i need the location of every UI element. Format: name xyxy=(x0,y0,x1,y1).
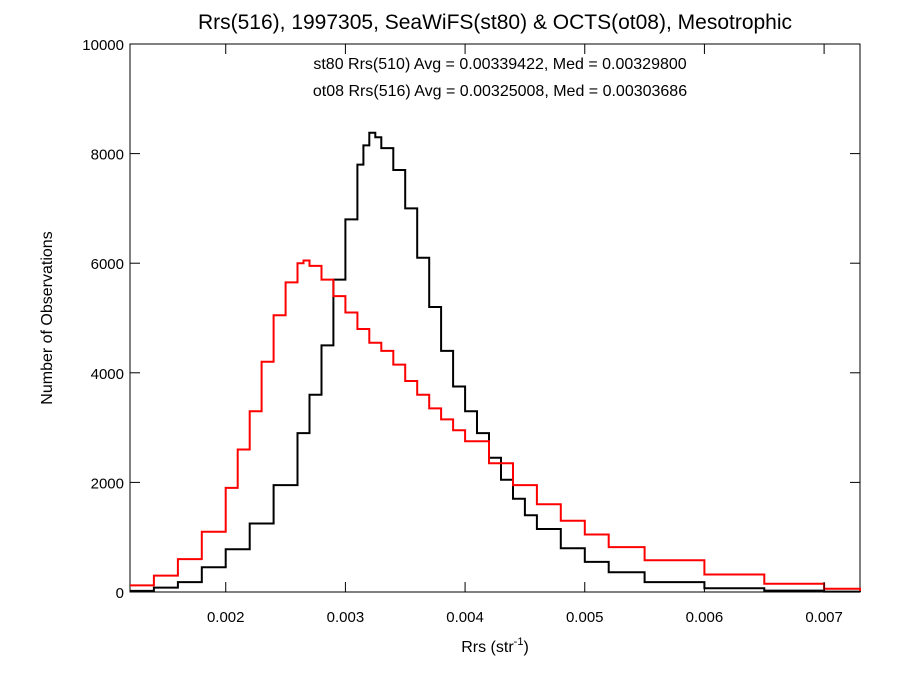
x-axis-label-base: Rrs (str xyxy=(461,639,514,656)
y-tick-label: 0 xyxy=(116,585,124,602)
x-axis-label-close: ) xyxy=(523,639,528,656)
x-axis-label: Rrs (str-1) xyxy=(461,636,529,656)
chart-title: Rrs(516), 1997305, SeaWiFS(st80) & OCTS(… xyxy=(198,11,792,34)
x-axis: 0.002 0.003 0.004 0.005 0.006 0.007 xyxy=(207,44,843,626)
x-tick-label: 0.007 xyxy=(805,609,843,626)
x-tick-label: 0.005 xyxy=(566,609,604,626)
y-tick-label: 10000 xyxy=(82,37,124,54)
y-tick-label: 8000 xyxy=(91,147,124,164)
series-line-st80 xyxy=(130,131,861,593)
plot-area: 0.002 0.003 0.004 0.005 0.006 0.007 0 2000 4000… xyxy=(82,37,861,626)
x-tick-label: 0.002 xyxy=(207,609,245,626)
y-axis-label: Number of Observations xyxy=(39,231,56,404)
x-axis-label-exponent: -1 xyxy=(514,636,524,648)
x-tick-label: 0.004 xyxy=(446,609,484,626)
legend-entry-ot08: ot08 Rrs(516) Avg = 0.00325008, Med = 0.… xyxy=(313,83,687,100)
y-tick-label: 6000 xyxy=(91,256,124,273)
series-line-ot08 xyxy=(130,259,861,591)
y-tick-label: 2000 xyxy=(91,475,124,492)
y-axis: 0 2000 4000 6000 8000 10000 xyxy=(82,37,860,602)
y-tick-label: 4000 xyxy=(91,366,124,383)
x-tick-label: 0.006 xyxy=(686,609,724,626)
plot-frame xyxy=(129,43,861,593)
legend-entry-st80: st80 Rrs(510) Avg = 0.00339422, Med = 0.… xyxy=(313,56,686,73)
series-layer xyxy=(130,131,861,593)
x-tick-label: 0.003 xyxy=(327,609,365,626)
